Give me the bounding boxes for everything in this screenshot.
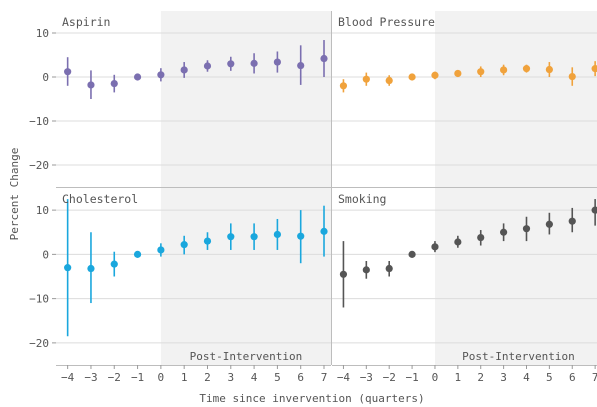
post-intervention-label: Post-Intervention [462, 350, 575, 363]
panel-title: Blood Pressure [338, 15, 435, 29]
post-intervention-shade [434, 188, 597, 365]
x-tick-label: 6 [569, 371, 576, 384]
data-point [568, 217, 576, 225]
data-point [273, 230, 281, 239]
y-tick-label: 0 [42, 248, 49, 261]
data-point [522, 225, 531, 233]
x-tick-label: 0 [432, 371, 439, 384]
data-point [227, 233, 235, 241]
panel-cholesterol: Cholesterol Post-Intervention [56, 188, 331, 365]
x-tick-label: −2 [383, 371, 396, 384]
data-point [297, 232, 305, 240]
data-point [297, 61, 305, 70]
data-point [362, 75, 370, 83]
data-point [408, 250, 416, 258]
data-point [431, 71, 439, 79]
data-point [180, 66, 188, 74]
data-point [454, 238, 462, 246]
data-point [133, 73, 142, 81]
x-tick-label: 4 [523, 371, 530, 384]
data-point [320, 227, 328, 235]
y-tick-label: −10 [29, 293, 49, 306]
x-tick-label: −4 [61, 371, 75, 384]
data-point [545, 220, 553, 228]
x-tick-label: 5 [546, 371, 553, 384]
data-point [157, 246, 165, 254]
x-tick-label: 1 [181, 371, 188, 384]
data-point [87, 81, 95, 89]
data-point [591, 65, 597, 73]
x-tick-label: 7 [592, 371, 597, 384]
data-point [250, 59, 258, 67]
y-tick-label: 10 [36, 27, 49, 40]
x-tick-label: 5 [274, 371, 281, 384]
y-axis-label: Percent Change [8, 148, 21, 241]
post-intervention-shade [160, 11, 331, 187]
data-point [385, 76, 393, 85]
data-point [500, 228, 508, 236]
data-point [362, 266, 370, 274]
x-tick-label: −4 [337, 371, 351, 384]
post-intervention-label: Post-Intervention [190, 350, 303, 363]
data-point [477, 233, 485, 242]
data-point [157, 71, 165, 79]
data-point [522, 65, 531, 73]
panel-title: Smoking [338, 192, 386, 206]
x-tick-label: 1 [455, 371, 462, 384]
x-tick-label: −3 [360, 371, 373, 384]
data-point [500, 66, 508, 74]
data-point [477, 68, 485, 76]
x-tick-label: −3 [84, 371, 97, 384]
data-point [64, 264, 72, 272]
x-axis-label: Time since invervention (quarters) [199, 392, 424, 405]
panel-blood-pressure: Blood Pressure [332, 11, 597, 187]
panel-layer: Aspirin Blood Pressure Cholesterol Post-Int… [56, 11, 597, 365]
data-point [339, 82, 348, 90]
x-tick-label: 2 [477, 371, 484, 384]
data-point [133, 250, 142, 258]
y-tick-label: −20 [29, 337, 49, 350]
data-point [87, 264, 95, 273]
x-tick-label: −2 [108, 371, 121, 384]
data-point [110, 260, 118, 268]
data-point [180, 241, 188, 249]
data-point [431, 243, 439, 251]
data-point [408, 73, 416, 81]
data-point [385, 264, 393, 273]
data-point [227, 60, 235, 68]
panel-title: Aspirin [62, 15, 110, 29]
panel-aspirin: Aspirin [56, 11, 331, 187]
data-point [110, 80, 118, 88]
x-tick-label: −1 [405, 371, 418, 384]
data-point [64, 68, 72, 76]
y-tick-label: 0 [42, 71, 49, 84]
x-tick-label: 6 [297, 371, 304, 384]
y-tick-label: 10 [36, 204, 49, 217]
x-tick-label: −1 [131, 371, 144, 384]
x-tick-label: 4 [251, 371, 258, 384]
data-point [545, 65, 553, 74]
data-point [454, 69, 462, 78]
x-tick-label: 0 [158, 371, 165, 384]
panel-smoking: Smoking Post-Intervention [332, 188, 597, 365]
data-point [203, 62, 212, 70]
x-tick-label: 3 [227, 371, 234, 384]
panel-title: Cholesterol [62, 192, 138, 206]
y-tick-label: −20 [29, 159, 49, 172]
data-point [250, 233, 258, 241]
data-point [273, 58, 281, 66]
x-tick-label: 3 [500, 371, 507, 384]
data-point [320, 54, 328, 63]
x-tick-label: 2 [204, 371, 211, 384]
data-point [203, 237, 212, 245]
y-tick-label: −10 [29, 115, 49, 128]
post-intervention-shade [434, 11, 597, 187]
data-point [591, 206, 597, 214]
x-tick-label: 7 [321, 371, 328, 384]
data-point [568, 72, 576, 81]
post-intervention-shade [160, 188, 331, 365]
data-point [339, 270, 348, 278]
